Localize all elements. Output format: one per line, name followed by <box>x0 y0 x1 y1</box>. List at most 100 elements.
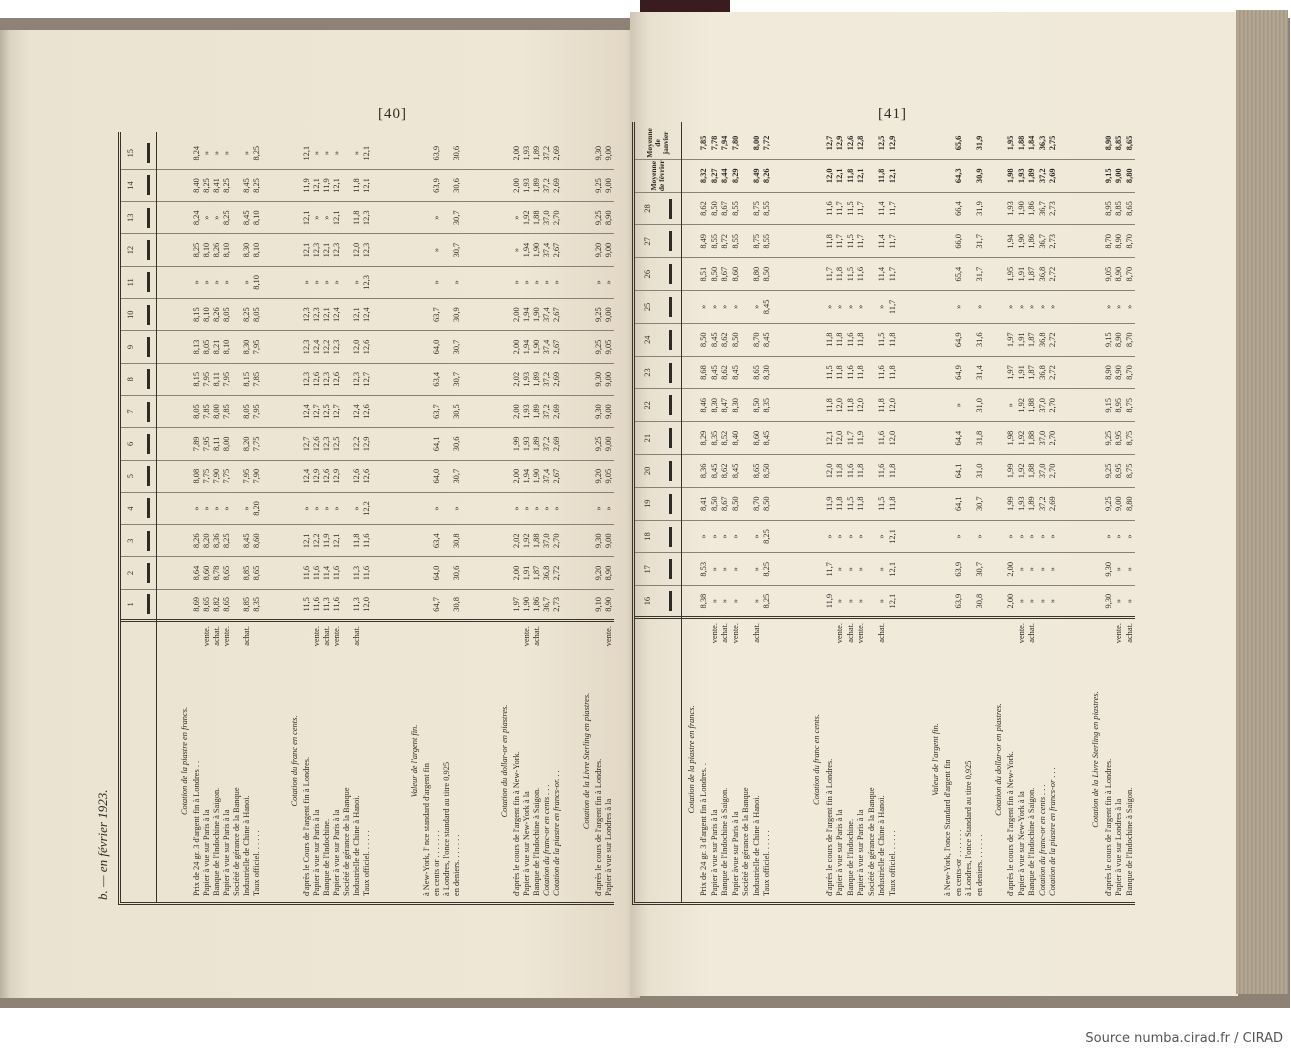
row-label: Banque de l'Indochine à Saigon.achat. <box>1028 619 1036 902</box>
value-cell <box>741 225 752 259</box>
value: 8,10 <box>221 339 231 355</box>
table-row: Papier à vue sur Paris à lavente.11,611,… <box>332 132 342 902</box>
value-cell <box>342 428 352 461</box>
value: 8,45 <box>730 463 740 479</box>
column-header: 16 <box>635 586 681 619</box>
value-cell: » <box>1037 520 1048 554</box>
value: 31,7 <box>974 266 984 282</box>
value-cell: 2,00 <box>1006 553 1017 587</box>
value-cell: 1,90 <box>1016 192 1027 226</box>
value-cell: 9,05 <box>604 331 614 364</box>
value-cell: » <box>512 202 522 235</box>
table-header-row: 1 2 3 4 5 6 7 8 9 10 11 12 13 14 15 <box>121 132 157 902</box>
empty-cell <box>157 363 192 396</box>
value-cell: » <box>835 553 846 587</box>
value: » <box>241 151 251 156</box>
value-cell: 2,00 <box>512 460 522 493</box>
row-label-side: achat. <box>212 626 221 646</box>
value-cell: 8,15 <box>192 299 202 332</box>
value-cell: » <box>953 291 964 324</box>
empty-cell <box>985 487 1006 521</box>
value: 12,7 <box>301 436 311 452</box>
value: 8,70 <box>1103 234 1113 249</box>
value: 8,10 <box>251 210 261 226</box>
empty-cell <box>157 525 192 558</box>
value-cell: 30,6 <box>452 137 462 170</box>
header-rule <box>147 272 151 293</box>
empty-cell <box>985 323 1006 357</box>
value: » <box>845 304 855 310</box>
value: 31,0 <box>974 463 984 479</box>
value-cell: 12,3 <box>312 299 322 332</box>
value-cell: 11,3 <box>352 589 362 622</box>
value: 30,6 <box>451 565 461 581</box>
value: 12,0 <box>351 242 361 258</box>
value: 11,4 <box>877 201 887 216</box>
value: » <box>1124 599 1134 604</box>
value-cell <box>964 291 975 324</box>
value: » <box>521 280 531 285</box>
value: 8,65 <box>1124 201 1134 216</box>
value-cell: 1,97 <box>1006 323 1017 357</box>
section-heading: Cotation de la Livre Sterling en piastre… <box>1091 691 1101 828</box>
value-cell: 63,9 <box>432 137 442 170</box>
value-cell: 1,88 <box>1027 389 1038 423</box>
value: 8,25 <box>762 529 772 544</box>
value: 1,97 <box>511 597 521 612</box>
value-cell: 9,25 <box>1103 455 1114 488</box>
value: 37,4 <box>541 242 551 258</box>
value-cell: 1,88 <box>1027 455 1038 488</box>
value-cell: 1,98 <box>1006 159 1017 193</box>
value: 12,1 <box>887 529 897 544</box>
value: 8,00 <box>221 436 231 452</box>
value-cell: 37,4 <box>542 299 552 332</box>
value-cell: 31,0 <box>974 455 985 488</box>
empty-cell <box>985 159 1006 193</box>
table-row: à Londres, l'once Standard au titre 0,92… <box>964 122 975 902</box>
value-cell: » <box>202 137 212 170</box>
empty-cell <box>462 460 512 493</box>
value: 12,6 <box>361 468 371 484</box>
row-label-text: Cotation du franc-or en cents . . . <box>1038 784 1047 896</box>
empty-cell <box>1058 258 1104 292</box>
value-cell: 1,94 <box>1006 225 1017 259</box>
header-rule <box>147 433 151 454</box>
value: 1,92 <box>1016 463 1026 479</box>
value: 11,4 <box>877 234 887 249</box>
value: 1,87 <box>1027 365 1037 380</box>
row-label-text: Papier à vue sur New-York à la <box>522 791 531 896</box>
column-header: Moyenne de janvier <box>635 127 681 160</box>
value: 2,00 <box>1006 593 1016 609</box>
value: 63,9 <box>953 561 963 577</box>
value-cell <box>232 492 242 526</box>
value-cell: 11,4 <box>877 225 888 259</box>
value: 8,90 <box>603 597 613 612</box>
value-cell: 8,45 <box>762 323 773 357</box>
value: 8,90 <box>1103 135 1113 151</box>
value-cell: 66,0 <box>953 225 964 259</box>
value: 12,5 <box>321 404 331 419</box>
value: 11,7 <box>887 234 897 249</box>
value: 11,8 <box>877 168 887 183</box>
value: 36,7 <box>1037 234 1047 249</box>
value-cell: 12,2 <box>362 492 372 526</box>
empty-cell <box>772 323 825 357</box>
row-label: Société de gérance de la Banque <box>343 622 351 902</box>
value: 12,4 <box>361 307 371 323</box>
value: 1,88 <box>531 210 541 226</box>
value: 12,3 <box>301 339 311 355</box>
table-row: Papier à vue sur Paris à lavente.»»»11,8… <box>856 122 867 902</box>
value-cell <box>866 159 877 193</box>
value: 8,85 <box>241 597 251 612</box>
empty-cell <box>372 557 422 590</box>
value: 8,25 <box>251 178 261 193</box>
value-cell: 8,95 <box>1114 422 1125 456</box>
value: 12,6 <box>321 468 331 484</box>
value-cell: 11,8 <box>824 225 835 259</box>
value: 8,38 <box>699 593 709 609</box>
value: 37,2 <box>1037 168 1047 184</box>
value-cell: 37,0 <box>1037 422 1048 456</box>
value-cell <box>442 525 452 558</box>
value-cell: 12,4 <box>302 460 312 493</box>
